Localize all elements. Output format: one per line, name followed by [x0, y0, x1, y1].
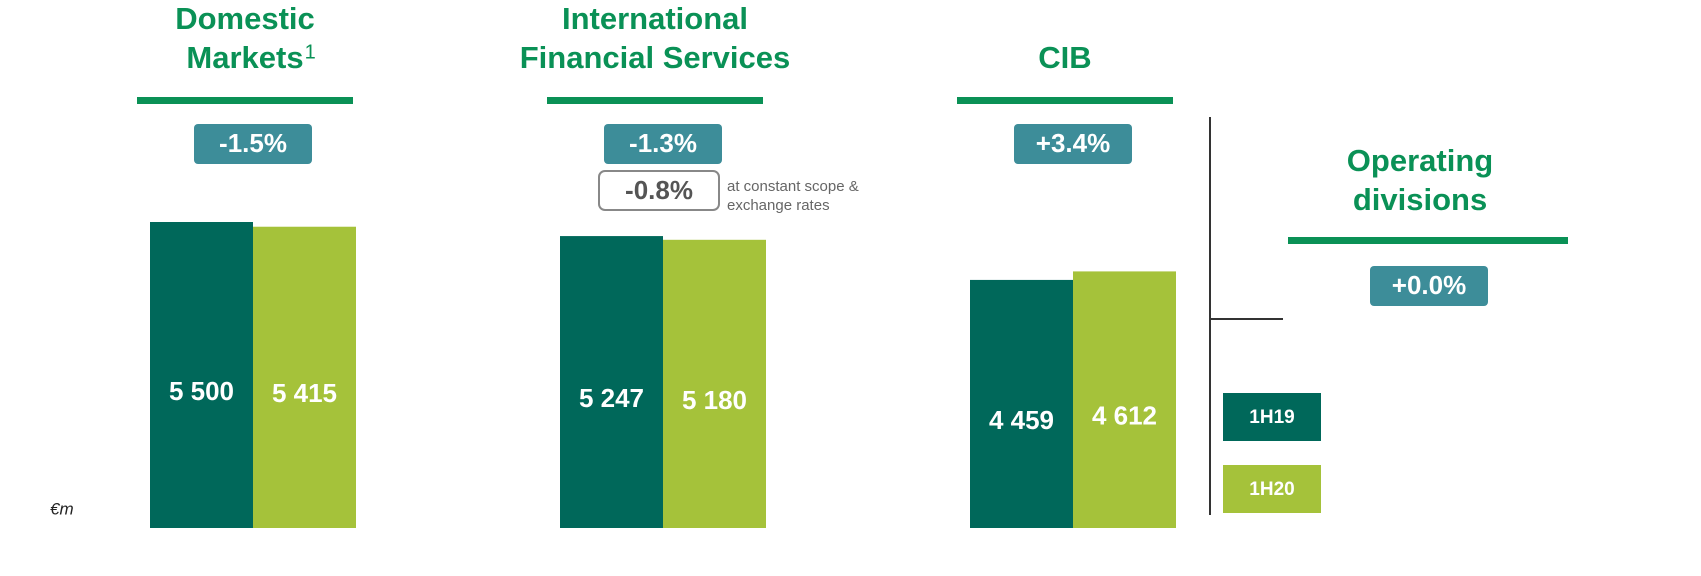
value-label: 5 180: [682, 385, 747, 415]
section-title: Operating: [1347, 143, 1493, 178]
bar: [150, 222, 253, 528]
constant-badge: [598, 170, 720, 211]
legend-swatch: [1223, 393, 1321, 441]
section-title: divisions: [1353, 182, 1487, 217]
bar: [970, 279, 1073, 528]
section-title: Domestic: [175, 1, 315, 36]
value-label: 4 612: [1092, 401, 1157, 431]
bar: [253, 226, 356, 528]
change-badge: [194, 124, 312, 164]
unit: €m: [50, 499, 74, 518]
legend-swatch: [1223, 465, 1321, 513]
bar: [663, 239, 766, 528]
value-label: 5 415: [272, 378, 337, 408]
change-label: +0.0%: [1392, 270, 1466, 300]
footnote-mark: 1: [305, 41, 316, 63]
value-label: 5 247: [579, 383, 644, 413]
bar: [560, 236, 663, 529]
title-rule: [957, 97, 1173, 104]
title-rule: [137, 97, 353, 104]
legend-label: 1H20: [1249, 479, 1294, 500]
value-label: 4 459: [989, 405, 1054, 435]
section-title: Markets: [186, 40, 303, 75]
change-badge: [604, 124, 722, 164]
constant-note: at constant scope &: [727, 178, 859, 195]
constant-note: exchange rates: [727, 197, 830, 214]
bar: [1073, 271, 1176, 528]
change-badge: [1014, 124, 1132, 164]
change-label: -1.5%: [219, 128, 287, 158]
value-label: 5 500: [169, 376, 234, 406]
section-title: CIB: [1038, 40, 1091, 75]
section-title: Financial Services: [520, 40, 791, 75]
change-label: +3.4%: [1036, 128, 1110, 158]
section-title: International: [562, 1, 748, 36]
legend-label: 1H19: [1249, 407, 1294, 428]
title-rule: [1288, 237, 1568, 244]
change-label: -1.3%: [629, 128, 697, 158]
constant-label: -0.8%: [625, 175, 693, 205]
change-badge: [1370, 266, 1488, 306]
title-rule: [547, 97, 763, 104]
